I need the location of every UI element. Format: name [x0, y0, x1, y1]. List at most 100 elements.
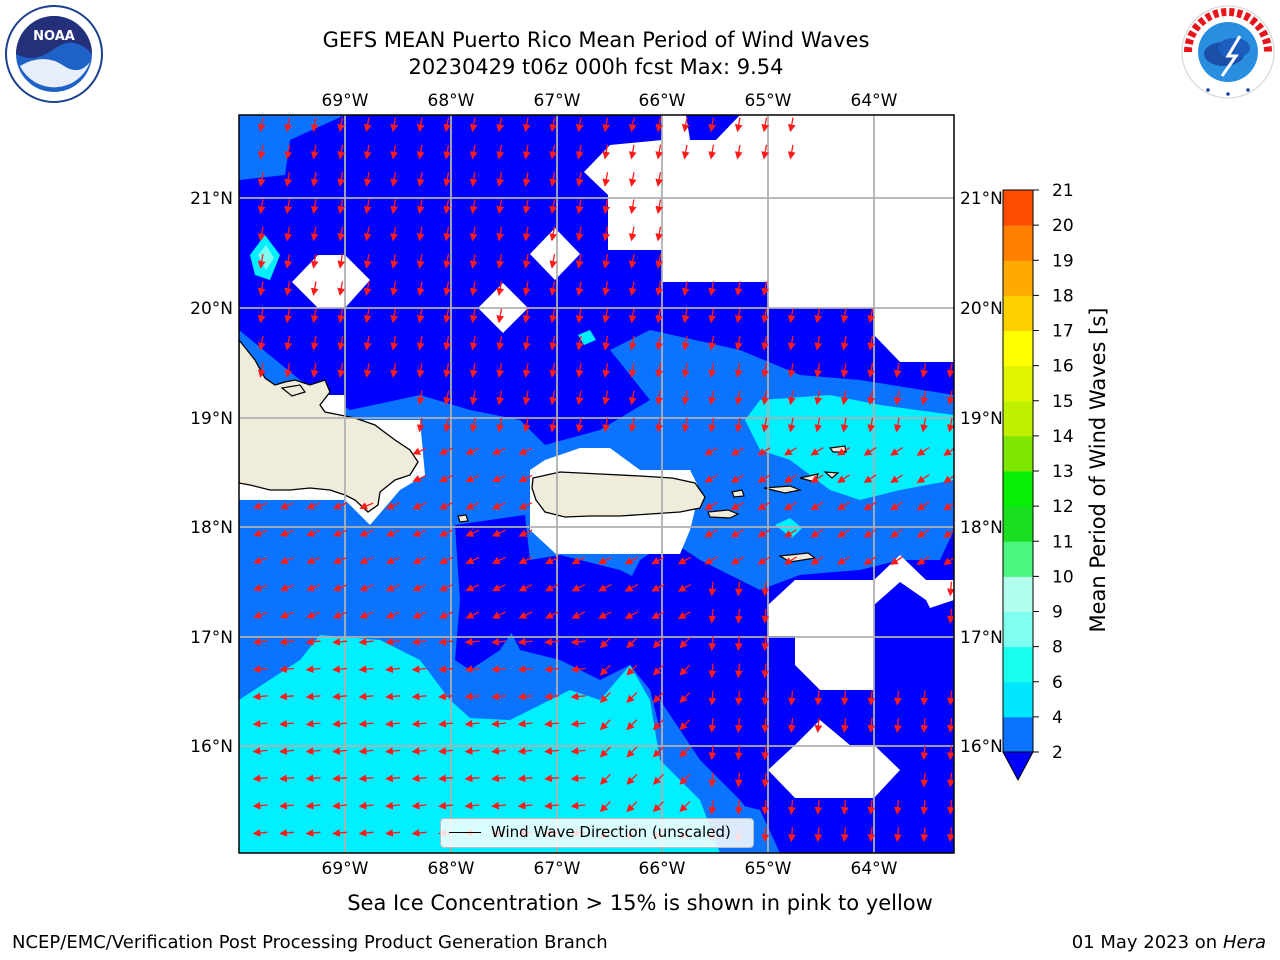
wind-arrow: [626, 746, 638, 758]
wind-arrow: [279, 611, 294, 619]
wind-arrow: [624, 583, 639, 592]
wind-arrow: [810, 447, 824, 456]
wind-arrow: [337, 253, 346, 269]
wind-arrow: [761, 117, 770, 133]
wind-arrow: [257, 144, 266, 160]
wind-arrow: [438, 611, 453, 619]
wind-arrow: [465, 556, 480, 565]
wind-arrow: [306, 584, 321, 592]
wind-arrow: [438, 637, 454, 646]
wind-arrow: [761, 690, 770, 706]
lon-label: 64°W: [851, 91, 898, 111]
legend-line-sample: [449, 832, 481, 833]
wind-arrow: [465, 529, 480, 537]
wind-arrow: [626, 691, 638, 703]
wind-arrow: [279, 774, 295, 783]
wind-arrow: [602, 417, 611, 433]
colorbar-segment: [1003, 260, 1033, 296]
wind-arrow: [390, 226, 399, 242]
wind-arrow: [575, 335, 584, 351]
wind-arrow: [549, 308, 558, 324]
wind-arrow: [730, 556, 745, 565]
wind-arrow: [310, 226, 319, 242]
wind-arrow: [464, 637, 480, 646]
wind-arrow: [599, 691, 611, 703]
wind-arrow: [575, 417, 584, 433]
wind-arrow: [491, 475, 506, 483]
colorbar-segment: [1003, 365, 1033, 402]
wind-arrow: [279, 556, 294, 565]
wind-arrow: [544, 774, 560, 783]
wind-arrow: [761, 799, 770, 815]
wind-arrow: [390, 281, 399, 297]
wind-arrow: [416, 117, 425, 133]
wind-arrow: [681, 417, 690, 433]
wind-arrow: [840, 363, 849, 378]
lat-labels-right: 21°N 20°N 19°N 18°N 17°N 16°N: [960, 189, 1003, 757]
wind-arrow: [390, 253, 399, 269]
wind-arrow: [628, 199, 637, 215]
wind-arrow: [651, 583, 665, 592]
wind-arrow: [570, 637, 586, 646]
wind-arrow: [252, 665, 268, 674]
wind-arrow: [491, 637, 507, 646]
wind-arrow: [840, 335, 849, 351]
wind-arrow: [704, 474, 718, 483]
wind-arrow: [652, 691, 664, 703]
wind-arrow: [416, 253, 425, 269]
wind-arrow: [655, 253, 664, 269]
wind-arrow: [893, 363, 902, 378]
wind-arrow: [679, 773, 691, 785]
wind-arrow: [867, 308, 876, 324]
wind-arrow: [305, 774, 321, 783]
wind-arrow: [517, 774, 533, 783]
lon-label: 69°W: [322, 91, 369, 111]
wind-arrow: [284, 281, 293, 297]
wind-arrow: [469, 308, 478, 324]
wind-arrow: [757, 447, 771, 456]
wind-arrow: [443, 363, 452, 378]
wind-arrow: [491, 801, 507, 810]
colorbar-segment: [1003, 646, 1033, 683]
wind-arrow: [946, 827, 954, 843]
wind-arrow: [734, 144, 743, 160]
wind-arrow: [390, 308, 399, 324]
wind-arrow: [655, 390, 664, 406]
wind-arrow: [443, 417, 452, 433]
wind-arrow: [518, 529, 533, 537]
wind-arrow: [655, 363, 664, 378]
wind-arrow: [363, 281, 372, 297]
wind-arrow: [517, 665, 533, 674]
wind-arrow: [681, 144, 690, 160]
wind-arrow: [390, 335, 399, 351]
wind-arrow: [761, 772, 770, 788]
wind-arrow: [416, 226, 425, 242]
wind-arrow: [279, 665, 295, 674]
wind-arrow: [443, 117, 452, 133]
wind-arrow: [252, 801, 268, 810]
wind-arrow: [599, 664, 611, 676]
wind-arrow: [840, 827, 849, 843]
noaa-logo-text: NOAA: [33, 29, 75, 44]
footer-date: 01 May 2023 on Hera: [1072, 932, 1266, 953]
wind-arrow: [257, 308, 266, 324]
wind-arrow: [652, 773, 664, 785]
wind-arrow: [469, 363, 478, 378]
wind-arrow: [337, 226, 346, 242]
wind-arrow: [411, 829, 427, 837]
wind-arrow: [787, 335, 796, 351]
wind-arrow: [284, 363, 293, 378]
wind-arrow: [761, 745, 770, 761]
wind-arrow: [491, 665, 507, 674]
wind-arrow: [465, 611, 480, 619]
nws-logo-icon: [1181, 5, 1275, 99]
wind-arrow: [761, 363, 770, 378]
wind-arrow: [332, 747, 348, 755]
wind-arrow: [363, 144, 372, 160]
wind-arrow: [310, 363, 319, 378]
wind-arrow: [284, 253, 293, 269]
lat-label: 18°N: [190, 518, 233, 538]
wind-arrow: [496, 253, 505, 269]
wind-arrow: [385, 611, 400, 619]
